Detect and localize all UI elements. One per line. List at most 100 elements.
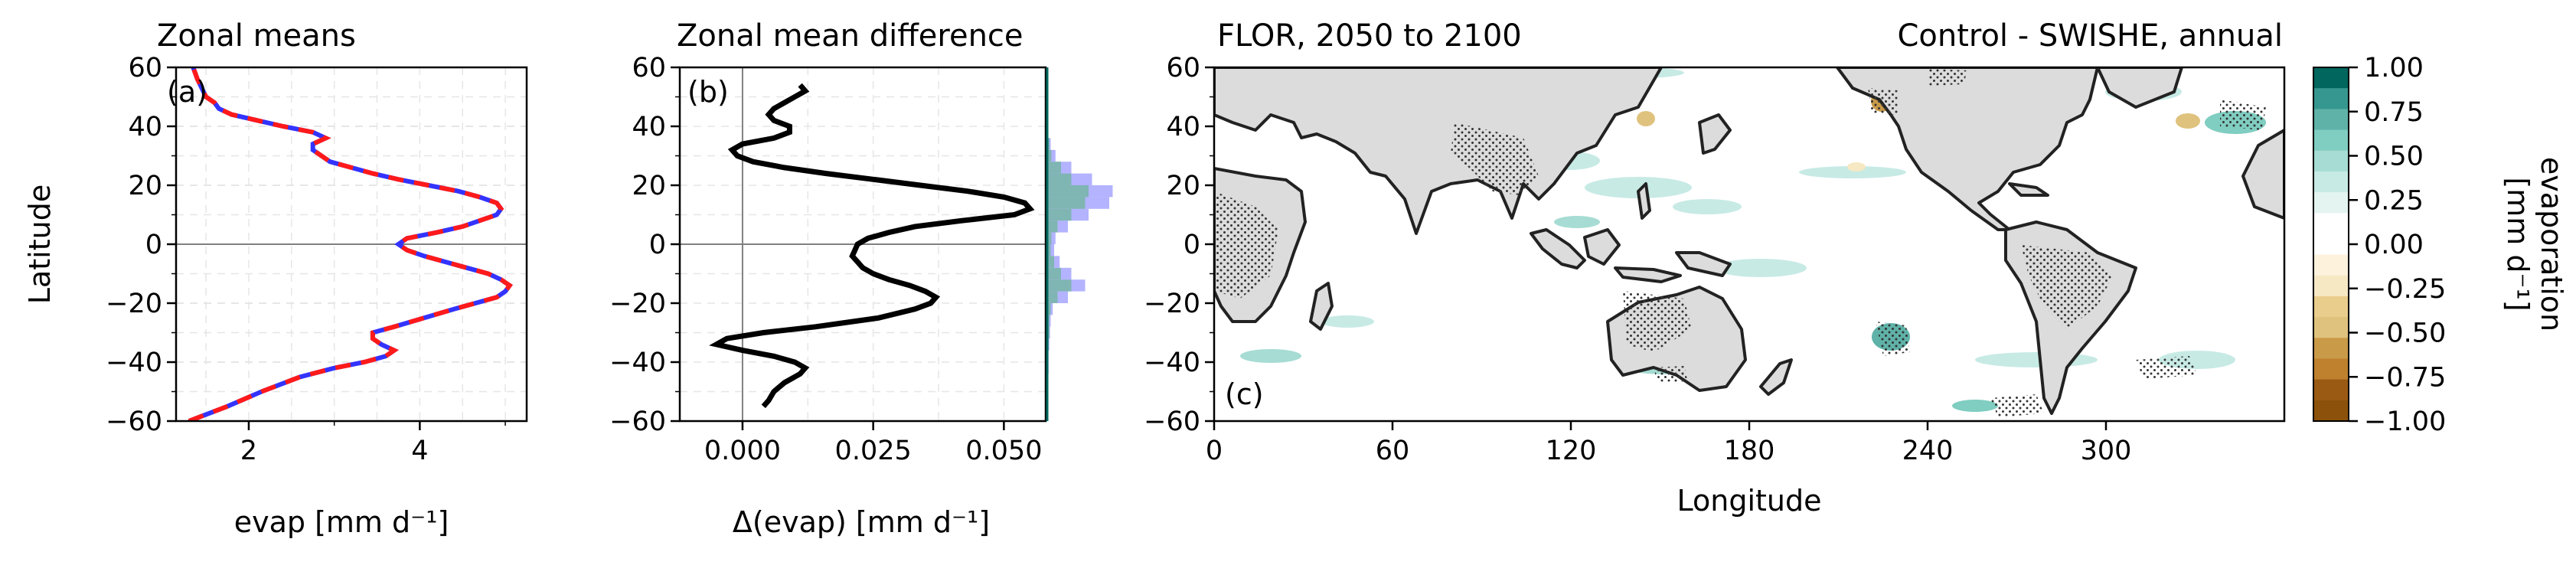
colorbar-tick-label: 0.00 (2364, 230, 2424, 260)
histogram-bar-teal (1047, 244, 1051, 256)
panel-b-xtick-label: 0.025 (835, 436, 912, 466)
panel-c-xtick-label: 0 (1206, 436, 1223, 466)
colorbar-tick-label: 0.75 (2364, 97, 2424, 128)
colorbar-swatch (2313, 150, 2349, 172)
panel-a-x-axis-label: evap [mm d⁻¹] (234, 505, 449, 539)
colorbar-tick-label: 0.50 (2364, 142, 2424, 172)
panel-a-label: (a) (167, 75, 207, 109)
colorbar-swatch (2313, 338, 2349, 359)
panel-a-ytick-label: −60 (106, 407, 162, 437)
panel-a-ytick-label: 0 (145, 230, 162, 260)
panel-b-histogram-outer (1046, 67, 1113, 421)
panel-a-ytick-label: −20 (106, 289, 162, 319)
histogram-bar-teal (1047, 291, 1058, 303)
histogram-bar-teal (1047, 256, 1054, 268)
panel-c-xtick-label: 300 (2081, 436, 2132, 466)
histogram-bar-teal (1047, 149, 1052, 162)
colorbar-swatch (2313, 234, 2349, 256)
panel-c-y-ticks: −60 −40 −20 0 20 40 60 (1144, 53, 1214, 437)
panel-b-ytick-label: 40 (632, 112, 666, 142)
panel-c-ytick-label: 40 (1166, 112, 1200, 142)
panel-b-x-axis-label: Δ(evap) [mm d⁻¹] (733, 505, 990, 539)
panel-c-title-right: Control - SWISHE, annual (1897, 18, 2283, 54)
panel-b-xtick-label: 0.050 (965, 436, 1042, 466)
histogram-bar-teal (1047, 162, 1061, 174)
colorbar-swatch (2313, 275, 2349, 297)
colorbar-swatches (2313, 67, 2349, 422)
panel-a-ytick-label: 60 (128, 53, 162, 83)
panel-b-ytick-label: 20 (632, 171, 666, 201)
panel-c: −60 −40 −20 0 20 40 60 0 60 120 180 240 300 FLOR, 2… (1144, 18, 2286, 518)
panel-c-label: (c) (1225, 377, 1264, 411)
panel-c-xtick-label: 60 (1376, 436, 1410, 466)
panel-a-y-axis-label: Latitude (23, 185, 57, 304)
histogram-bar-teal (1047, 208, 1072, 221)
panel-c-ytick-label: 0 (1184, 230, 1200, 260)
colorbar-swatch (2313, 296, 2349, 318)
panel-a-title: Zonal means (157, 18, 356, 54)
panel-c-xtick-label: 120 (1546, 436, 1597, 466)
panel-c-ytick-label: 60 (1166, 53, 1200, 83)
colorbar-tick-label: −0.25 (2364, 274, 2446, 305)
histogram-bar-teal (1047, 232, 1052, 244)
panel-a-y-ticks: −60 −40 −20 0 20 40 60 (106, 53, 176, 437)
colorbar-swatch (2313, 171, 2349, 193)
panel-c-ytick-label: −60 (1144, 407, 1200, 437)
colorbar-swatch (2313, 67, 2349, 89)
colorbar-tick-label: −0.50 (2364, 318, 2446, 349)
histogram-bar-teal (1047, 185, 1089, 198)
panel-c-x-axis-label: Longitude (1677, 484, 1822, 518)
histogram-bar-teal (1047, 279, 1072, 292)
panel-c-ytick-label: −20 (1144, 289, 1200, 319)
colorbar-tick-label: −0.75 (2364, 362, 2446, 393)
colorbar-swatch (2313, 400, 2349, 422)
panel-b-xtick-label: 0.000 (704, 436, 781, 466)
panel-c-xtick-label: 180 (1724, 436, 1775, 466)
panel-b-ytick-label: 0 (649, 230, 666, 260)
panel-b-ytick-label: −40 (609, 348, 666, 378)
histogram-bar-teal (1047, 220, 1058, 233)
histogram-bar-teal (1047, 267, 1061, 280)
panel-b-label: (b) (687, 75, 729, 109)
panel-c-ytick-label: 20 (1166, 171, 1200, 201)
panel-a-xtick-label: 2 (240, 436, 257, 466)
colorbar-tick-label: 0.25 (2364, 185, 2424, 216)
panel-b-difference-line (709, 83, 1035, 409)
colorbar-label-line1: evaporation (2535, 157, 2568, 331)
colorbar-swatch (2313, 88, 2349, 109)
histogram-bar-teal (1047, 303, 1051, 315)
colorbar-swatch (2313, 358, 2349, 380)
colorbar-label-line2: [mm d⁻¹] (2501, 177, 2535, 311)
colorbar-swatch (2313, 317, 2349, 338)
panel-b-x-ticks: 0.000 0.025 0.050 (704, 421, 1042, 466)
histogram-bar-teal (1047, 197, 1086, 209)
colorbar-swatch (2313, 129, 2349, 152)
panel-b: −60 −40 −20 0 20 40 60 0.000 0.025 0.050 Zonal m… (609, 18, 1047, 539)
colorbar-swatch (2313, 213, 2349, 234)
colorbar-swatch (2313, 109, 2349, 131)
colorbar-ticks: 1.00 0.75 0.50 0.25 0.00 −0.25 −0.50 −0.75 −1.00 (2349, 53, 2446, 437)
panel-c-stippling (1214, 69, 2266, 417)
colorbar-tick-label: −1.00 (2364, 407, 2446, 437)
colorbar-swatch (2313, 192, 2349, 214)
panel-b-ytick-label: −60 (609, 407, 666, 437)
panel-a-ytick-label: 20 (128, 171, 162, 201)
panel-c-x-ticks: 0 60 120 180 240 300 (1206, 421, 2132, 466)
histogram-bar-teal (1047, 173, 1072, 185)
panel-a-xtick-label: 4 (411, 436, 428, 466)
panel-c-map (1214, 67, 2284, 417)
panel-c-ytick-label: −40 (1144, 348, 1200, 378)
panel-a-ytick-label: 40 (128, 112, 162, 142)
colorbar-swatch (2313, 379, 2349, 401)
panel-c-xtick-label: 240 (1902, 436, 1954, 466)
panel-b-ytick-label: 60 (632, 53, 666, 83)
panel-a-ytick-label: −40 (106, 348, 162, 378)
panel-b-y-ticks: −60 −40 −20 0 20 40 60 (609, 53, 680, 437)
panel-a-series-red-line (188, 67, 513, 421)
panel-b-ytick-label: −20 (609, 289, 666, 319)
colorbar: 1.00 0.75 0.50 0.25 0.00 −0.25 −0.50 −0.75 −1.00… (2313, 53, 2568, 437)
colorbar-tick-label: 1.00 (2364, 53, 2424, 83)
